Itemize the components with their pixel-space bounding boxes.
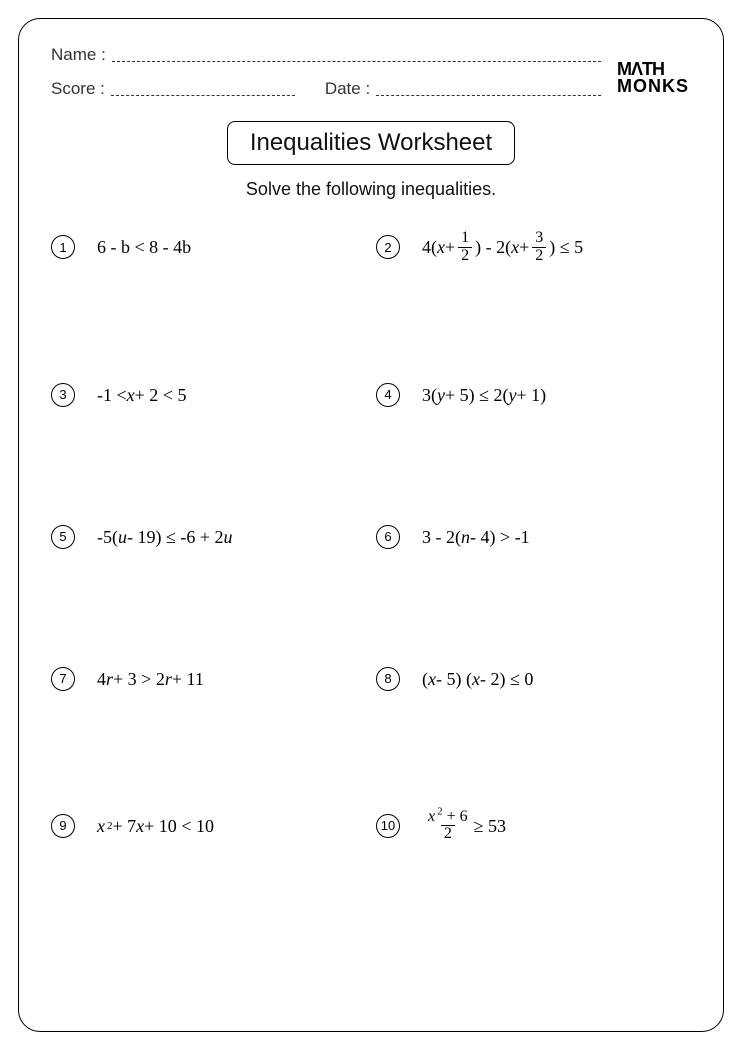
problem-9: 9 x2 + 7x + 10 < 10 (51, 809, 366, 844)
score-date-row: Score : Date : (51, 79, 691, 99)
worksheet-frame: MΛTH MONKS Name : Score : Date : Inequal… (18, 18, 724, 1032)
problem-6: 6 3 - 2(n - 4) > -1 (376, 525, 691, 549)
name-blank[interactable] (112, 61, 601, 62)
brand-logo: MΛTH MONKS (617, 61, 689, 95)
problem-number: 1 (51, 235, 75, 259)
fraction: 32 (532, 230, 546, 265)
score-blank[interactable] (111, 95, 295, 96)
problem-expression: x2 + 7x + 10 < 10 (97, 817, 214, 835)
fraction: 12 (458, 230, 472, 265)
problem-4: 4 3(y + 5) ≤ 2(y + 1) (376, 383, 691, 407)
problem-number: 9 (51, 814, 75, 838)
name-label: Name : (51, 45, 106, 65)
problem-number: 4 (376, 383, 400, 407)
problem-expression: 3 - 2(n - 4) > -1 (422, 528, 530, 546)
problem-expression: (x - 5) (x - 2) ≤ 0 (422, 670, 533, 688)
problem-8: 8 (x - 5) (x - 2) ≤ 0 (376, 667, 691, 691)
problem-10: 10 x2 + 6 2 ≥ 53 (376, 809, 691, 844)
worksheet-title: Inequalities Worksheet (227, 121, 515, 165)
logo-line2: MONKS (617, 78, 689, 95)
problem-3: 3 -1 < x + 2 < 5 (51, 383, 366, 407)
problem-number: 8 (376, 667, 400, 691)
problem-5: 5 -5(u - 19) ≤ -6 + 2u (51, 525, 366, 549)
problem-expression: 3(y + 5) ≤ 2(y + 1) (422, 386, 546, 404)
problem-expression: -5(u - 19) ≤ -6 + 2u (97, 528, 233, 546)
problem-number: 7 (51, 667, 75, 691)
name-row: Name : (51, 45, 691, 65)
worksheet-subtitle: Solve the following inequalities. (51, 179, 691, 200)
problem-expression: x2 + 6 2 ≥ 53 (422, 809, 506, 844)
problem-7: 7 4r + 3 > 2r + 11 (51, 667, 366, 691)
score-label: Score : (51, 79, 105, 99)
problem-1: 1 6 - b < 8 - 4b (51, 230, 366, 265)
problem-number: 10 (376, 814, 400, 838)
problem-expression: 4(x + 12 ) - 2(x + 32 ) ≤ 5 (422, 230, 583, 265)
problem-number: 5 (51, 525, 75, 549)
problems-grid: 1 6 - b < 8 - 4b 2 4(x + 12 ) - 2(x + 32… (51, 230, 691, 843)
problem-number: 3 (51, 383, 75, 407)
date-blank[interactable] (376, 95, 601, 96)
problem-2: 2 4(x + 12 ) - 2(x + 32 ) ≤ 5 (376, 230, 691, 265)
problem-expression: 6 - b < 8 - 4b (97, 238, 191, 256)
title-wrap: Inequalities Worksheet (51, 121, 691, 165)
problem-number: 2 (376, 235, 400, 259)
problem-number: 6 (376, 525, 400, 549)
fraction: x2 + 6 2 (425, 809, 471, 844)
problem-expression: -1 < x + 2 < 5 (97, 386, 186, 404)
problem-expression: 4r + 3 > 2r + 11 (97, 670, 204, 688)
date-label: Date : (325, 79, 370, 99)
